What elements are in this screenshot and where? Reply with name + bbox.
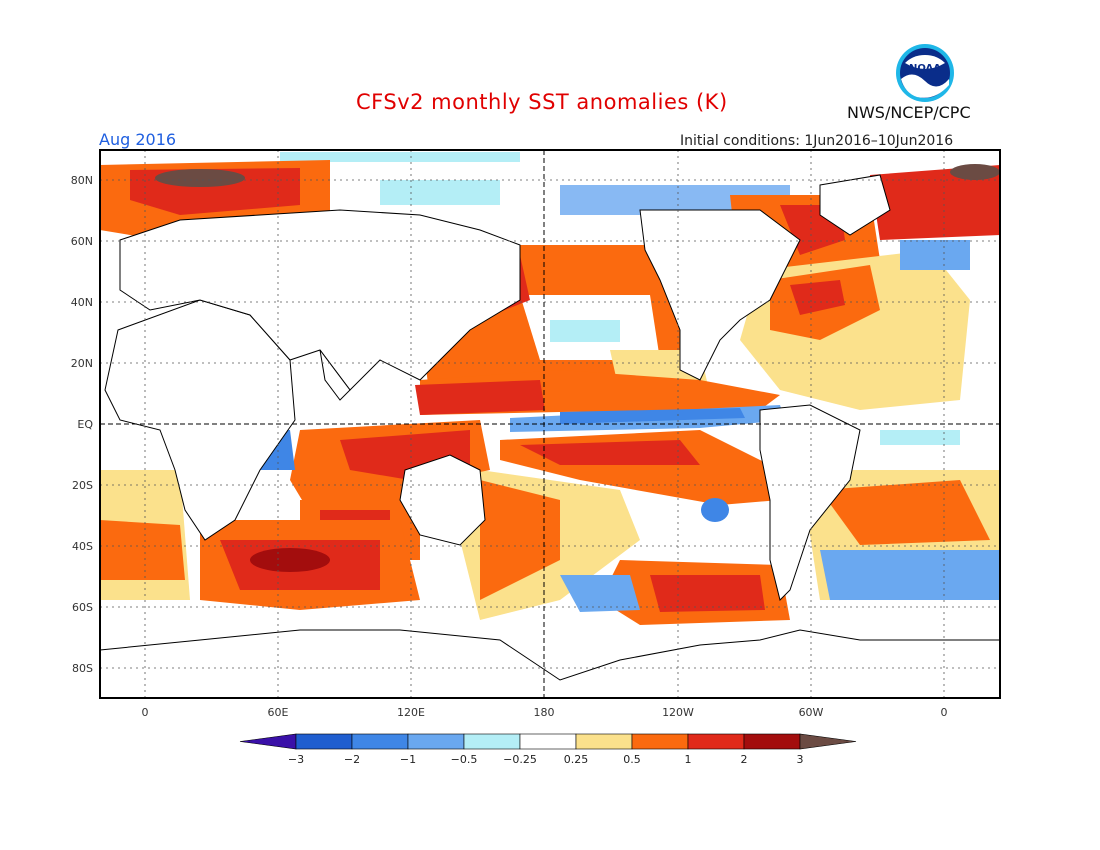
longitude-axis: 0 60E 120E 180 120W 60W 0 (142, 706, 948, 719)
lat-lon-grid (100, 150, 1000, 698)
forecast-month-label: Aug 2016 (99, 130, 177, 149)
south-america-landmass (759, 404, 861, 601)
colorbar-segment (295, 733, 353, 750)
lon-label: 60E (268, 706, 289, 719)
colorbar-label: 1 (685, 753, 692, 766)
initial-conditions-label: Initial conditions: 1Jun2016–10Jun2016 (680, 133, 954, 149)
eurasia-landmass (119, 209, 521, 391)
australia-landmass (399, 454, 486, 546)
colorbar-segment (631, 733, 689, 750)
india-landmass (319, 349, 351, 401)
greenland-landmass (819, 174, 891, 236)
continents (100, 174, 1000, 698)
colorbar-label: 0.25 (564, 753, 589, 766)
colorbar-high-extend (799, 733, 857, 750)
antarctica-landmass (100, 629, 1000, 698)
colorbar-segment (575, 733, 633, 750)
lat-label: 80N (71, 174, 93, 187)
colorbar-segment (687, 733, 745, 750)
colorbar-label: −3 (288, 753, 304, 766)
lon-label: 180 (534, 706, 555, 719)
colorbar-label: −2 (344, 753, 360, 766)
colorbar-label: 3 (797, 753, 804, 766)
map-title: CFSv2 monthly SST anomalies (K) (356, 90, 728, 114)
colorbar-segment (463, 733, 521, 750)
noaa-logo-icon: NOAA (896, 44, 954, 102)
lon-label: 0 (142, 706, 149, 719)
colorbar-segment (407, 733, 465, 750)
agency-label: NWS/NCEP/CPC (847, 103, 971, 122)
colorbar-segment (743, 733, 801, 750)
colorbar-label: −1 (400, 753, 416, 766)
lon-label: 0 (941, 706, 948, 719)
lat-label: 20S (72, 479, 93, 492)
colorbar-segment (351, 733, 409, 750)
north-america-landmass (639, 209, 801, 381)
colorbar-label: −0.25 (503, 753, 537, 766)
map-frame (99, 149, 1001, 699)
lat-label: 20N (71, 357, 93, 370)
colorbar-label: 2 (741, 753, 748, 766)
colorbar-low-extend (239, 733, 297, 750)
lat-label: 80S (72, 662, 93, 675)
colorbar: −3 −2 −1 −0.5 −0.25 0.25 0.5 1 2 3 (239, 733, 857, 766)
lat-label: EQ (77, 418, 93, 431)
lat-label: 60S (72, 601, 93, 614)
lon-label: 60W (799, 706, 824, 719)
lat-label: 40S (72, 540, 93, 553)
noaa-logo-text: NOAA (909, 63, 941, 74)
lon-label: 120W (662, 706, 694, 719)
colorbar-label: 0.5 (623, 753, 641, 766)
colorbar-segment (519, 733, 577, 750)
colorbar-label: −0.5 (451, 753, 478, 766)
lat-label: 60N (71, 235, 93, 248)
latitude-axis: 80N 60N 40N 20N EQ 20S 40S 60S 80S (71, 174, 94, 675)
lat-label: 40N (71, 296, 93, 309)
lon-label: 120E (397, 706, 425, 719)
